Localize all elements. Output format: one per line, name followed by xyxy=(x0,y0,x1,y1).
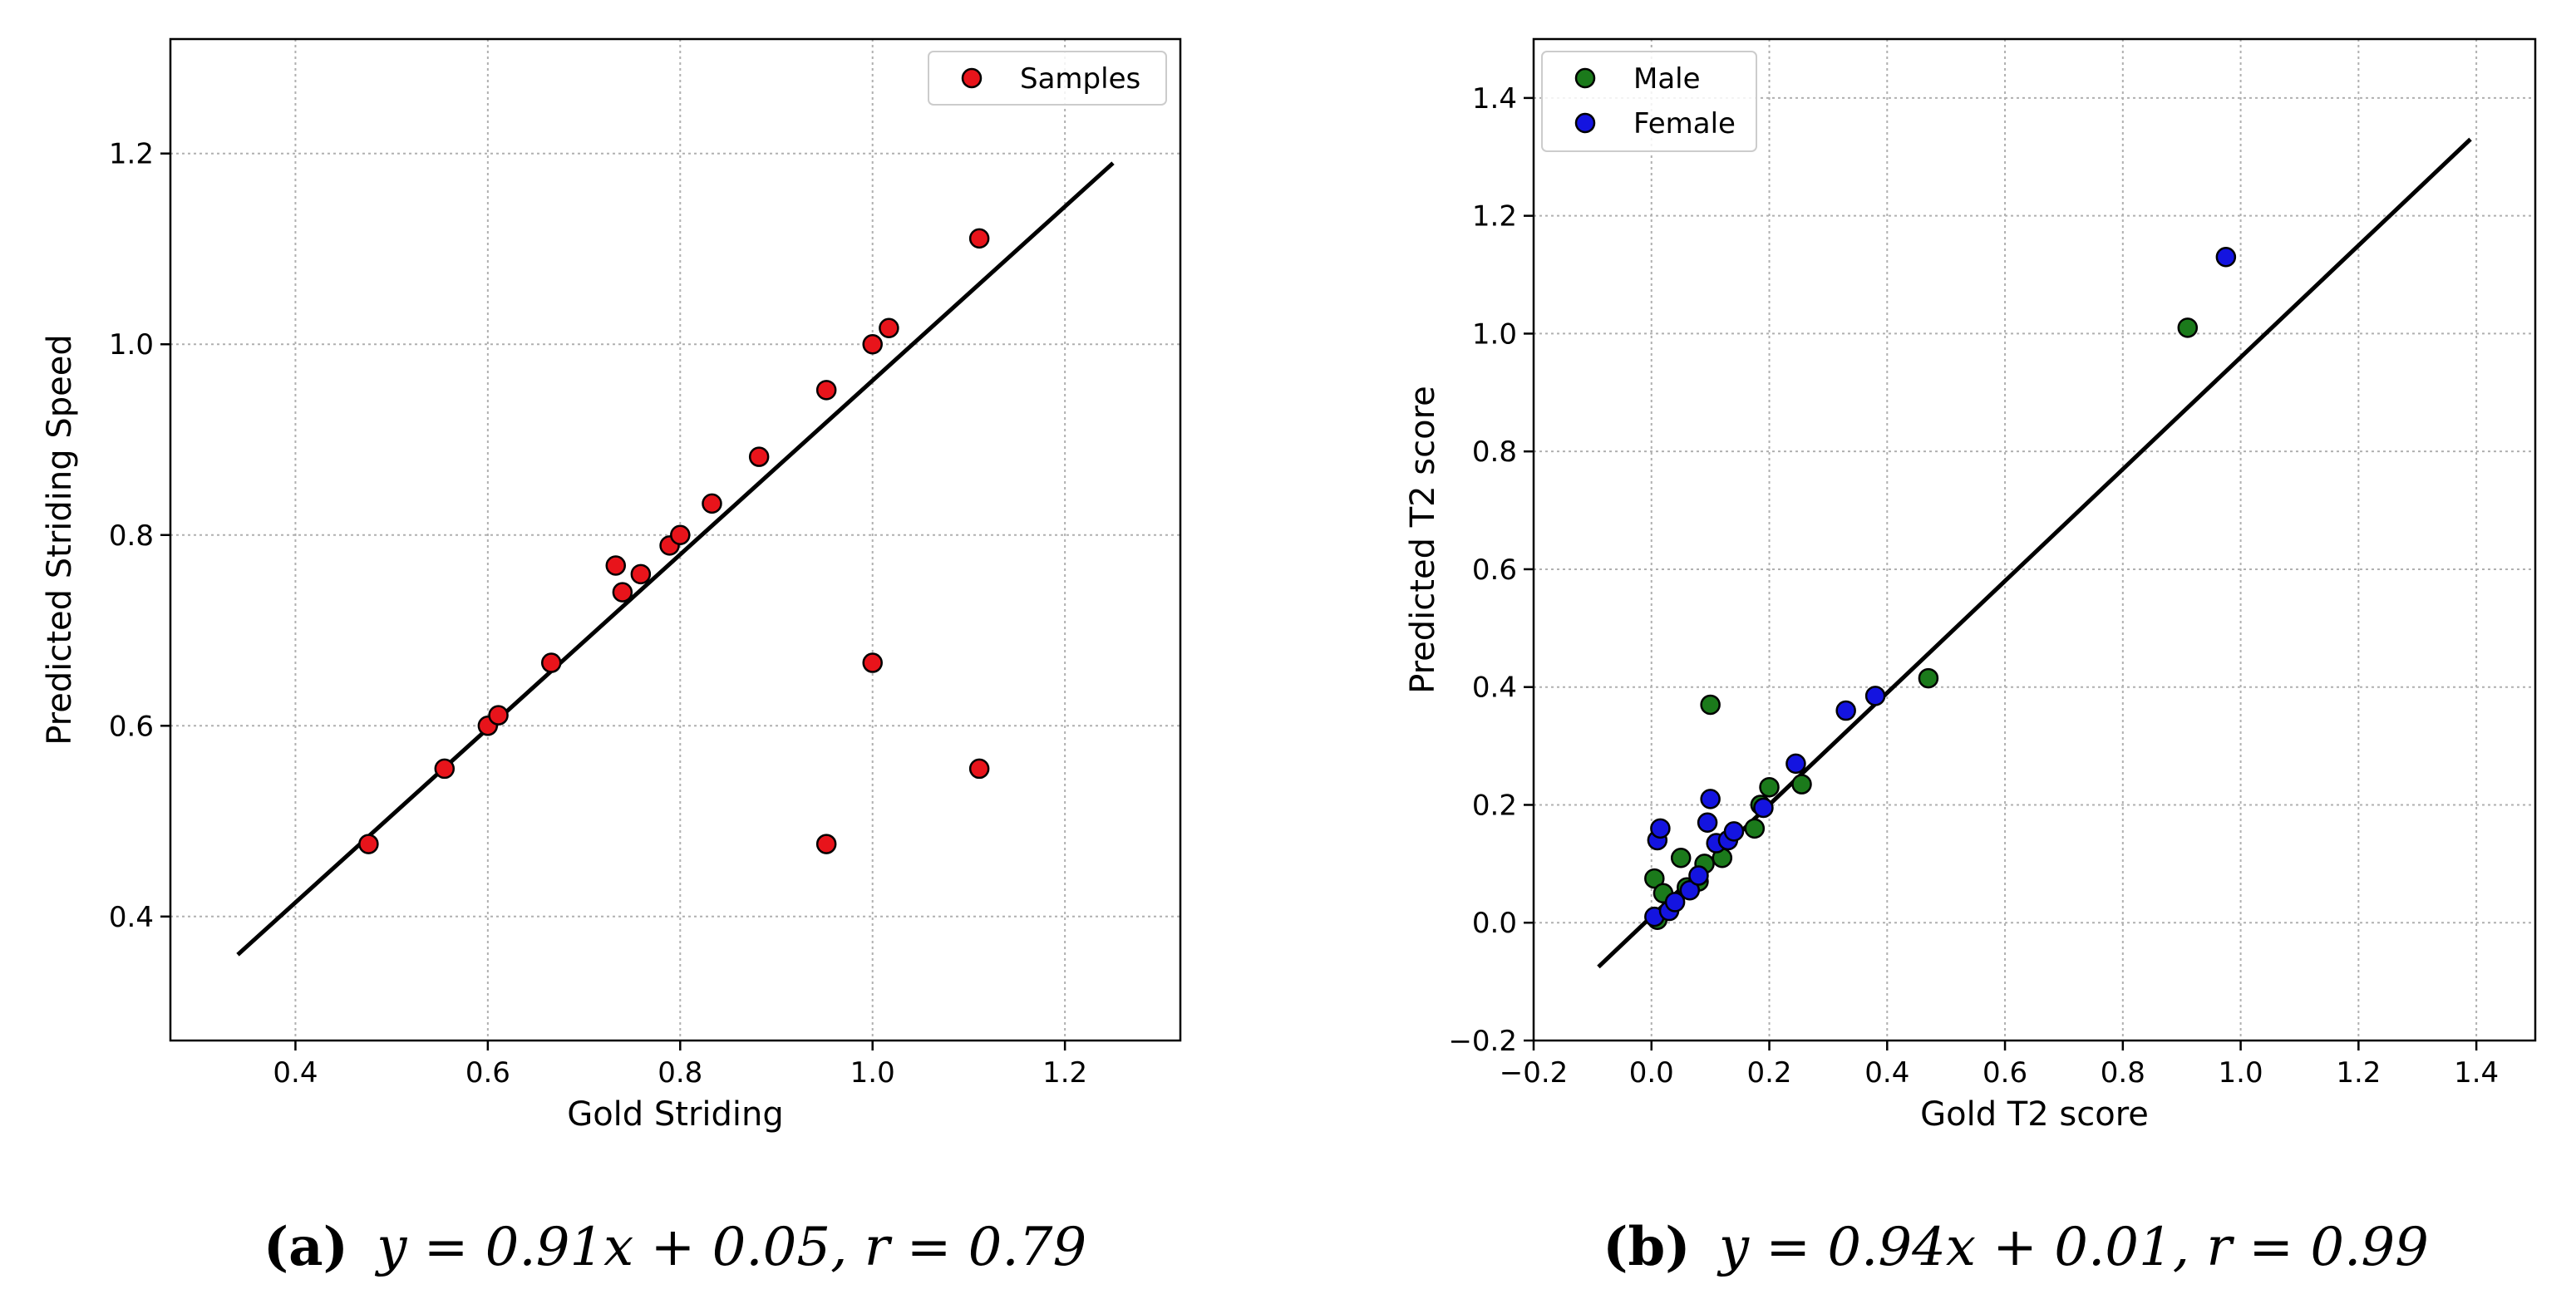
chart-a-point-samples xyxy=(540,652,562,673)
chart-a-point-samples xyxy=(358,834,379,854)
chart-a-xtick-label: 1.0 xyxy=(850,1056,895,1090)
chart-b-point-female xyxy=(1700,789,1721,809)
chart-b-t2-score: −0.2 0.0 0.2 0.4 0.6 0.8 1.0 1.2 1.4 −0.2 0.0 0.2 0.… xyxy=(1404,37,2537,1134)
chart-a-point-samples xyxy=(968,228,990,249)
chart-b-point-male xyxy=(2177,317,2199,338)
chart-b-xtick-label: 0.2 xyxy=(1746,1056,1791,1090)
chart-a-ytick-label: 1.0 xyxy=(109,328,154,362)
chart-b-legend-label-female: Female xyxy=(1633,107,1736,140)
chart-b-point-female xyxy=(1650,818,1671,839)
chart-b-xaxis-label: Gold T2 score xyxy=(1920,1095,2149,1134)
chart-a-point-samples xyxy=(748,446,770,467)
chart-b-point-male xyxy=(1700,694,1721,716)
chart-b-xtick-label: 0.8 xyxy=(2101,1056,2145,1090)
chart-b-axes-frame xyxy=(1532,37,2537,1042)
chart-b-point-male xyxy=(1791,774,1812,795)
chart-b-legend: Male Female xyxy=(1541,51,1757,152)
chart-a-point-samples xyxy=(862,333,883,355)
chart-a-xtick-label: 1.2 xyxy=(1042,1056,1087,1090)
chart-a-yaxis-label: Predicted Striding Speed xyxy=(41,334,79,745)
chart-b-ytick-label: 0.0 xyxy=(1472,907,1517,940)
chart-b-ytick-label: 0.2 xyxy=(1472,789,1517,822)
chart-b-xtick-label: 1.4 xyxy=(2454,1056,2499,1090)
chart-a-point-samples xyxy=(488,705,509,726)
chart-b-point-female xyxy=(1688,865,1709,886)
chart-b-point-female xyxy=(2215,247,2237,268)
chart-a-xtick-label: 0.8 xyxy=(658,1056,702,1090)
chart-b-xtick-label: 1.2 xyxy=(2336,1056,2381,1090)
chart-b-point-female xyxy=(1723,821,1745,842)
chart-b-xtick-label: −0.2 xyxy=(1500,1056,1569,1090)
chart-b-point-female xyxy=(1679,880,1701,901)
chart-b-point-male xyxy=(1759,776,1780,798)
chart-a-point-samples xyxy=(862,652,883,673)
chart-a-ytick-label: 1.2 xyxy=(109,138,154,171)
chart-a-xaxis-label: Gold Striding xyxy=(567,1095,784,1134)
chart-b-ytick-label: 1.2 xyxy=(1472,200,1517,234)
chart-b-point-female xyxy=(1697,812,1718,833)
chart-b-ytick-label: 1.4 xyxy=(1472,82,1517,116)
chart-a-fit-line xyxy=(236,161,1115,957)
chart-b-point-female xyxy=(1835,700,1856,721)
caption-a-equation: y = 0.91x + 0.05, r = 0.79 xyxy=(374,1217,1086,1278)
chart-a-point-samples xyxy=(815,834,837,854)
chart-b-legend-marker-female xyxy=(1574,112,1596,134)
chart-b-point-female xyxy=(1664,892,1686,913)
chart-a-point-samples xyxy=(879,317,899,338)
chart-a-ytick-label: 0.8 xyxy=(109,519,154,553)
chart-b-legend-label-male: Male xyxy=(1633,62,1701,96)
chart-b-point-male xyxy=(1918,667,1939,689)
caption-a: (a) y = 0.91x + 0.05, r = 0.79 xyxy=(264,1216,1086,1278)
caption-b-equation: y = 0.94x + 0.01, r = 0.99 xyxy=(1717,1217,2429,1278)
chart-b-xtick-label: 0.4 xyxy=(1864,1056,1909,1090)
chart-a-xtick-label: 0.6 xyxy=(465,1056,510,1090)
chart-a-ytick-label: 0.4 xyxy=(109,901,154,934)
chart-b-yaxis-label: Predicted T2 score xyxy=(1404,386,1442,694)
chart-b-point-male xyxy=(1670,848,1692,868)
chart-a-point-samples xyxy=(612,582,633,603)
chart-b-point-female xyxy=(1864,686,1886,706)
chart-a-axes-frame xyxy=(169,37,1182,1042)
chart-b-xtick-label: 0.0 xyxy=(1629,1056,1674,1090)
chart-a-point-samples xyxy=(968,758,990,780)
caption-a-label: (a) xyxy=(264,1216,348,1278)
chart-b-ytick-label: 0.6 xyxy=(1472,554,1517,587)
caption-b-label: (b) xyxy=(1603,1216,1690,1278)
chart-a-point-samples xyxy=(670,524,691,546)
chart-b-ytick-label: 0.8 xyxy=(1472,435,1517,469)
chart-a-point-samples xyxy=(605,555,627,576)
caption-b: (b) y = 0.94x + 0.01, r = 0.99 xyxy=(1603,1216,2429,1278)
chart-a-legend-label-samples: Samples xyxy=(1020,62,1140,96)
chart-a-legend-box xyxy=(928,51,1167,106)
chart-a-point-samples xyxy=(815,380,837,401)
chart-b-ytick-label: 1.0 xyxy=(1472,317,1517,351)
chart-a-striding: 0.4 0.6 0.8 1.0 1.2 0.4 0.6 0.8 1.0 1.2 Gold Strid… xyxy=(41,37,1182,1134)
chart-b-ytick-label: −0.2 xyxy=(1448,1025,1517,1058)
chart-b-point-male xyxy=(1744,818,1766,839)
chart-b-point-male xyxy=(1644,868,1665,889)
chart-b-xtick-label: 1.0 xyxy=(2219,1056,2263,1090)
chart-b-legend-marker-male xyxy=(1574,67,1596,89)
chart-b-point-female xyxy=(1753,797,1774,819)
chart-b-legend-box xyxy=(1541,51,1757,152)
chart-a-xtick-label: 0.4 xyxy=(273,1056,318,1090)
chart-a-legend: Samples xyxy=(928,51,1167,106)
chart-a-ytick-label: 0.6 xyxy=(109,710,154,743)
chart-a-legend-marker-samples xyxy=(961,67,983,89)
chart-a-point-samples xyxy=(702,493,722,514)
chart-b-xtick-label: 0.6 xyxy=(1982,1056,2027,1090)
chart-b-point-female xyxy=(1785,753,1806,775)
chart-a-point-samples xyxy=(630,563,652,585)
chart-b-ytick-label: 0.4 xyxy=(1472,672,1517,705)
chart-a-point-samples xyxy=(434,758,456,780)
